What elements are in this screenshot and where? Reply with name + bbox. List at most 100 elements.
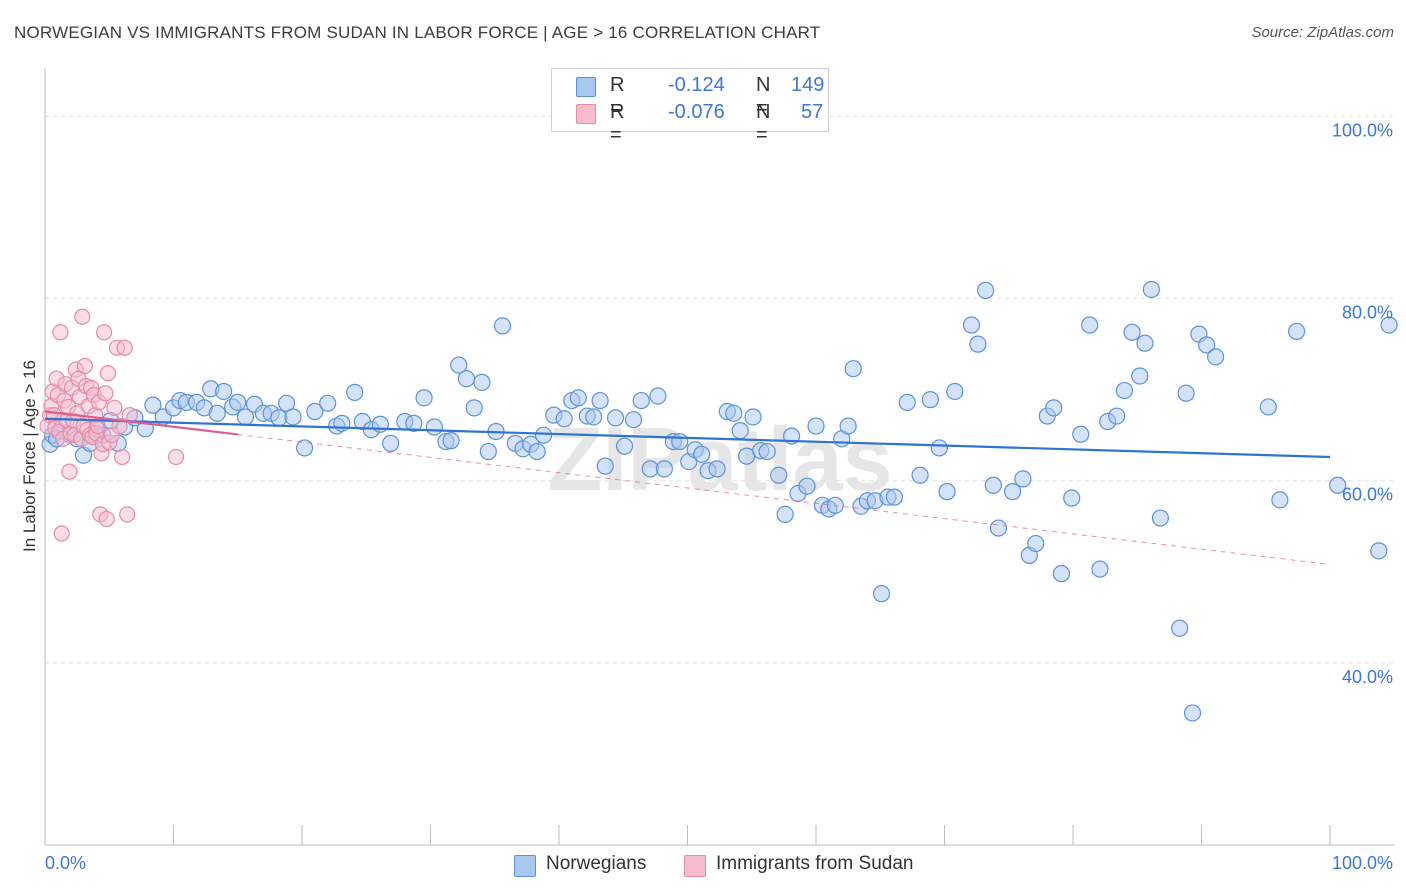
data-point-norwegian xyxy=(1370,542,1388,560)
data-point-sudan xyxy=(61,463,78,480)
data-point-norwegian xyxy=(1027,534,1045,553)
bottom-legend-swatch-blue xyxy=(514,855,536,877)
data-point-norwegian xyxy=(989,519,1008,537)
bottom-legend-label: Norwegians xyxy=(546,853,647,874)
data-point-sudan xyxy=(98,510,115,528)
series-norwegians xyxy=(41,280,1398,722)
data-point-norwegian xyxy=(415,389,433,407)
data-point-norwegian xyxy=(1207,348,1225,366)
data-point-norwegian xyxy=(405,414,423,432)
data-point-norwegian xyxy=(708,460,726,478)
data-point-norwegian xyxy=(1108,407,1126,425)
data-point-norwegian xyxy=(962,316,981,334)
data-point-norwegian xyxy=(473,373,491,391)
data-point-norwegian xyxy=(528,442,546,461)
data-point-sudan xyxy=(97,385,114,402)
data-point-sudan xyxy=(99,365,117,382)
data-point-norwegian xyxy=(725,404,743,422)
data-point-norwegian xyxy=(1081,316,1099,334)
y-tick-label: 80.0% xyxy=(1342,303,1393,323)
data-point-norwegian xyxy=(1123,323,1141,341)
data-point-norwegian xyxy=(839,417,857,435)
data-point-sudan xyxy=(74,308,91,325)
data-point-sudan xyxy=(119,506,136,523)
data-point-norwegian xyxy=(649,387,667,405)
data-point-norwegian xyxy=(457,370,476,388)
data-point-norwegian xyxy=(450,356,468,374)
data-point-norwegian xyxy=(346,383,364,401)
data-point-norwegian xyxy=(969,335,987,353)
data-point-sudan xyxy=(53,525,70,542)
data-point-norwegian xyxy=(1271,491,1289,509)
data-point-norwegian xyxy=(1131,367,1149,385)
data-point-sudan xyxy=(167,448,185,466)
data-point-norwegian xyxy=(1014,470,1032,488)
data-point-norwegian xyxy=(1072,425,1090,443)
data-point-norwegian xyxy=(731,422,749,440)
data-point-norwegian xyxy=(606,409,625,427)
x-tick-label: 0.0% xyxy=(45,853,86,873)
data-point-norwegian xyxy=(1063,489,1081,507)
data-point-norwegian xyxy=(632,391,650,410)
data-point-norwegian xyxy=(534,426,553,444)
data-point-norwegian xyxy=(984,476,1002,494)
data-point-norwegian xyxy=(585,408,603,426)
data-point-norwegian xyxy=(770,466,788,484)
tick-labels: 40.0% 60.0% 80.0% 100.0% 0.0% 100.0% xyxy=(45,120,1393,873)
data-point-sudan xyxy=(111,417,128,435)
data-point-norwegian xyxy=(911,466,929,484)
data-point-norwegian xyxy=(844,360,862,378)
legend-swatch-blue xyxy=(576,77,596,97)
data-point-norwegian xyxy=(898,393,916,411)
data-point-norwegian xyxy=(144,396,162,414)
data-point-sudan xyxy=(113,448,131,466)
legend-r-value: -0.124 xyxy=(668,74,725,96)
source-credit: Source: ZipAtlas.com xyxy=(1251,24,1394,41)
data-point-norwegian xyxy=(938,483,956,501)
data-point-norwegian xyxy=(1091,560,1109,578)
data-point-norwegian xyxy=(776,505,794,524)
data-point-norwegian xyxy=(671,432,689,451)
data-point-norwegian xyxy=(624,411,643,429)
data-point-norwegian xyxy=(885,488,903,506)
data-point-norwegian xyxy=(1329,476,1347,494)
data-point-sudan xyxy=(52,324,69,341)
data-point-norwegian xyxy=(1136,334,1154,352)
trend-lines xyxy=(44,410,1331,565)
correlation-legend: R = -0.124 N = 149 R = -0.076 N = 57 xyxy=(551,68,829,146)
data-point-norwegian xyxy=(1004,483,1022,501)
data-point-norwegian xyxy=(758,442,776,461)
data-point-norwegian xyxy=(465,399,483,417)
data-point-norwegian xyxy=(1380,316,1398,334)
data-point-norwegian xyxy=(655,460,673,478)
data-point-norwegian xyxy=(1052,565,1071,583)
data-point-norwegian xyxy=(596,457,614,475)
chart-title: NORWEGIAN VS IMMIGRANTS FROM SUDAN IN LA… xyxy=(14,23,821,42)
x-tick-label: 100.0% xyxy=(1332,853,1393,873)
data-point-norwegian xyxy=(1177,384,1195,402)
y-tick-label: 60.0% xyxy=(1342,485,1393,505)
data-point-norwegian xyxy=(569,389,587,407)
data-point-norwegian xyxy=(1171,619,1189,637)
axes xyxy=(44,68,1395,846)
data-point-norwegian xyxy=(229,393,247,411)
trendline-sudan-solid xyxy=(44,410,238,436)
data-point-norwegian xyxy=(1287,322,1306,340)
data-point-norwegian xyxy=(442,432,460,450)
data-point-sudan xyxy=(106,399,123,416)
data-point-norwegian xyxy=(1151,509,1169,527)
data-point-norwegian xyxy=(1142,280,1160,299)
data-point-norwegian xyxy=(1045,399,1063,417)
bottom-legend-label: Immigrants from Sudan xyxy=(716,853,914,874)
legend-n-value: 149 xyxy=(791,74,825,96)
data-point-norwegian xyxy=(555,410,573,428)
legend-r-label: R = xyxy=(610,101,625,146)
data-point-norwegian xyxy=(425,418,443,436)
data-point-norwegian xyxy=(333,414,351,432)
legend-n-label: N = xyxy=(756,101,771,146)
data-point-norwegian xyxy=(493,317,512,335)
data-point-norwegian xyxy=(977,281,995,299)
data-point-sudan xyxy=(116,339,133,356)
legend-r-label: R = xyxy=(610,74,625,119)
